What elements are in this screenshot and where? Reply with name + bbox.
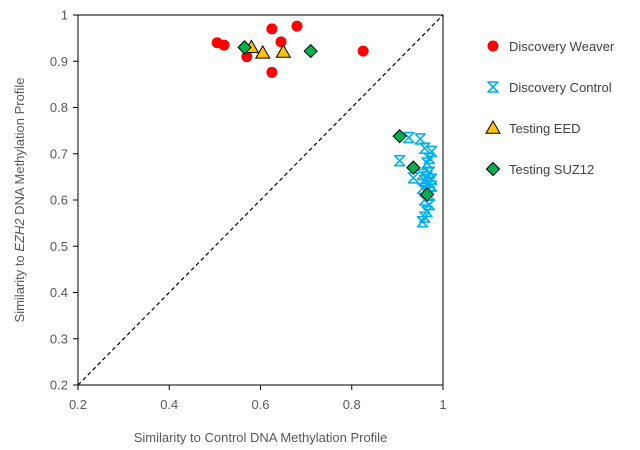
x-tick-label: 0.2 — [69, 397, 87, 412]
legend-item-testing-suz12: Testing SUZ12 — [485, 161, 594, 177]
data-point-discovery-control — [416, 215, 429, 228]
data-point-discovery-weaver — [266, 66, 278, 78]
x-tick-label: 0.4 — [160, 397, 178, 412]
y-axis-ticks: 0.2 0.3 0.4 0.5 0.6 0.7 0.8 0.9 1 — [50, 8, 78, 393]
data-point-testing-suz12 — [392, 128, 407, 144]
y-tick-label: 0.6 — [50, 193, 68, 208]
asterisk-stroke — [407, 172, 420, 184]
diagonal-reference-line — [77, 14, 444, 386]
asterisk-stroke — [487, 81, 499, 93]
x-axis-label: Similarity to Control DNA Methylation Pr… — [134, 430, 388, 445]
legend-marker — [485, 119, 501, 134]
legend-marker — [487, 81, 499, 93]
legend-marker — [485, 161, 501, 177]
legend-label: Testing SUZ12 — [509, 162, 594, 177]
data-point-testing-suz12 — [237, 40, 252, 55]
legend-label: Discovery Control — [509, 80, 612, 95]
legend-label: Testing EED — [509, 121, 581, 136]
legend-label: Discovery Weaver — [509, 39, 615, 54]
legend: Discovery Weaver Discovery Control Testing… — [485, 39, 615, 177]
data-point-discovery-control — [393, 154, 406, 167]
y-tick-label: 0.8 — [50, 100, 68, 115]
data-points — [211, 20, 438, 228]
asterisk-stroke — [421, 157, 433, 169]
data-point-discovery-weaver — [218, 39, 230, 51]
y-tick-label: 1 — [61, 8, 68, 23]
y-tick-label: 0.7 — [50, 146, 68, 161]
data-point-discovery-weaver — [275, 36, 287, 48]
asterisk-stroke — [423, 198, 436, 211]
data-point-testing-eed — [254, 44, 271, 59]
y-axis-label-gene: EZH2 — [12, 218, 27, 252]
y-tick-label: 0.4 — [50, 285, 68, 300]
y-tick-label: 0.3 — [50, 331, 68, 346]
y-axis-label-part: Similarity to — [12, 252, 27, 323]
x-axis-ticks: 0.2 0.4 0.6 0.8 1 — [69, 385, 447, 412]
asterisk-stroke — [418, 142, 431, 154]
asterisk-stroke — [414, 133, 426, 145]
diagonal-line — [77, 14, 444, 386]
asterisk-stroke — [416, 215, 429, 228]
series-discovery-weaver — [211, 20, 369, 78]
data-point-discovery-control — [402, 131, 415, 144]
data-point-testing-suz12 — [303, 43, 318, 59]
legend-item-discovery-control: Discovery Control — [487, 80, 612, 95]
legend-item-discovery-weaver: Discovery Weaver — [487, 39, 615, 54]
data-point-testing-suz12 — [406, 160, 421, 175]
y-tick-label: 0.5 — [50, 239, 68, 254]
asterisk-stroke — [393, 154, 406, 167]
data-point-discovery-control — [407, 172, 420, 184]
y-tick-label: 0.9 — [50, 54, 68, 69]
series-testing-suz12 — [237, 40, 435, 202]
data-point-testing-eed — [275, 43, 292, 58]
y-axis-label-part: DNA Methylation Profile — [12, 78, 27, 219]
legend-item-testing-eed: Testing EED — [485, 119, 581, 136]
series-discovery-control — [393, 131, 438, 228]
data-point-discovery-weaver — [291, 20, 303, 32]
x-tick-label: 0.8 — [343, 397, 361, 412]
asterisk-stroke — [425, 145, 438, 158]
x-tick-label: 1 — [439, 397, 446, 412]
legend-marker — [487, 40, 499, 52]
data-point-discovery-weaver — [266, 23, 278, 35]
data-point-testing-suz12 — [419, 187, 435, 202]
x-tick-label: 0.6 — [251, 397, 269, 412]
y-tick-label: 0.2 — [50, 378, 68, 393]
y-axis-label: Similarity to EZH2 DNA Methylation Profi… — [12, 78, 27, 323]
data-point-discovery-weaver — [357, 45, 369, 57]
asterisk-stroke — [402, 131, 415, 144]
